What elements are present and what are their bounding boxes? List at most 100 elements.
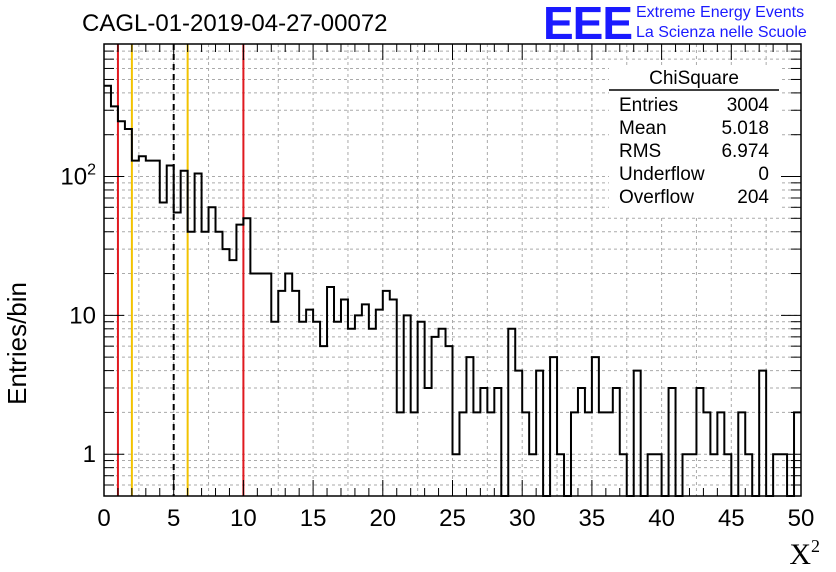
- histogram-bin: [453, 454, 460, 496]
- histogram-bin: [250, 274, 257, 496]
- histogram-bin: [696, 388, 703, 496]
- eee-logo-line2: La Scienza nelle Scuole: [636, 24, 807, 41]
- histogram-bin: [494, 388, 501, 496]
- eee-logo-line1: Extreme Energy Events: [636, 4, 805, 21]
- histogram-bin: [585, 412, 592, 496]
- y-tick-label: 102: [60, 161, 96, 190]
- histogram-bin: [257, 274, 264, 496]
- histogram-bin: [264, 274, 271, 496]
- x-tick-label: 35: [579, 505, 606, 532]
- histogram-bin: [285, 274, 292, 496]
- histogram-bin: [174, 213, 181, 496]
- histogram-bin: [703, 412, 710, 496]
- histogram-bin: [529, 454, 536, 496]
- stats-box: ChiSquare Entries 3004 Mean 5.018 RMS 6.974 Und…: [609, 66, 779, 216]
- histogram-bin: [376, 310, 383, 496]
- histogram-bin: [299, 322, 306, 496]
- stats-label: Underflow: [619, 164, 705, 185]
- histogram-bin: [167, 166, 174, 496]
- stats-background: [609, 66, 779, 216]
- histogram-bin: [648, 454, 655, 496]
- histogram-bin: [229, 260, 236, 496]
- histogram-bin: [348, 329, 355, 496]
- x-axis-label: X2: [789, 536, 820, 571]
- histogram-bin: [620, 454, 627, 496]
- stats-value: 3004: [727, 95, 770, 116]
- histogram-bin: [578, 388, 585, 496]
- chart-title: CAGL-01-2019-04-27-00072: [82, 10, 388, 37]
- histogram-bin: [557, 454, 564, 496]
- histogram-bin: [292, 291, 299, 496]
- histogram-bin: [327, 287, 334, 496]
- histogram-bin: [439, 329, 446, 496]
- histogram-bin: [613, 388, 620, 496]
- histogram-bin: [195, 174, 202, 496]
- histogram-bin: [146, 161, 153, 496]
- histogram-bin: [508, 329, 515, 496]
- histogram-bin: [355, 315, 362, 496]
- histogram-bin: [432, 337, 439, 496]
- histogram-bin: [132, 161, 139, 496]
- histogram-bin: [515, 371, 522, 496]
- histogram-bin: [243, 218, 250, 496]
- histogram-bin: [592, 357, 599, 496]
- histogram-bin: [473, 412, 480, 496]
- histogram-bin: [118, 121, 125, 496]
- histogram-bin: [397, 412, 404, 496]
- x-tick-label: 45: [718, 505, 745, 532]
- histogram-bin: [369, 329, 376, 496]
- histogram-bin: [271, 322, 278, 496]
- histogram-bin: [404, 315, 411, 496]
- x-tick-label: 0: [97, 505, 110, 532]
- histogram-bin: [480, 388, 487, 496]
- histogram-bin: [209, 207, 216, 496]
- histogram-bin: [160, 202, 167, 496]
- histogram-bin: [745, 454, 752, 496]
- histogram-bin: [222, 249, 229, 496]
- histogram-bin: [341, 300, 348, 496]
- histogram-bin: [202, 232, 209, 496]
- histogram-bin: [411, 412, 418, 496]
- stats-label: Overflow: [619, 187, 694, 208]
- histogram-bin: [710, 454, 717, 496]
- x-tick-label: 20: [369, 505, 396, 532]
- y-tick-label: 10: [69, 302, 96, 329]
- histogram-bin: [313, 322, 320, 496]
- histogram-bin: [181, 171, 188, 496]
- histogram-bin: [425, 388, 432, 496]
- histogram-bin: [125, 129, 132, 496]
- histogram-bin: [459, 412, 466, 496]
- x-tick-label: 10: [230, 505, 257, 532]
- histogram-bin: [536, 371, 543, 496]
- histogram-bin: [689, 454, 696, 496]
- x-tick-label: 40: [648, 505, 675, 532]
- stats-value: 6.974: [721, 141, 769, 162]
- stats-name: ChiSquare: [649, 68, 739, 89]
- histogram-bin: [724, 454, 731, 496]
- stats-value: 204: [737, 187, 769, 208]
- histogram-bin: [362, 304, 369, 496]
- histogram-bin: [104, 86, 111, 496]
- histogram-bin: [522, 412, 529, 496]
- x-tick-label: 15: [300, 505, 327, 532]
- eee-logo-mark: EEE: [543, 0, 633, 49]
- x-tick-label: 25: [439, 505, 466, 532]
- histogram-bin: [236, 225, 243, 496]
- x-tick-label: 5: [167, 505, 180, 532]
- histogram-bin: [153, 161, 160, 496]
- stats-value: 0: [758, 164, 769, 185]
- histogram-bin: [717, 412, 724, 496]
- histogram-bin: [383, 291, 390, 496]
- histogram-bin: [390, 300, 397, 496]
- histogram-bin: [306, 310, 313, 496]
- histogram-bin: [773, 454, 780, 496]
- histogram-bin: [139, 156, 146, 496]
- histogram-bin: [466, 357, 473, 496]
- x-tick-label: 30: [509, 505, 536, 532]
- histogram-bin: [111, 106, 118, 496]
- histogram-bin: [634, 371, 641, 496]
- histogram-bin: [216, 232, 223, 496]
- histogram-bin: [606, 412, 613, 496]
- histogram-bin: [738, 412, 745, 496]
- histogram-bin: [780, 454, 787, 496]
